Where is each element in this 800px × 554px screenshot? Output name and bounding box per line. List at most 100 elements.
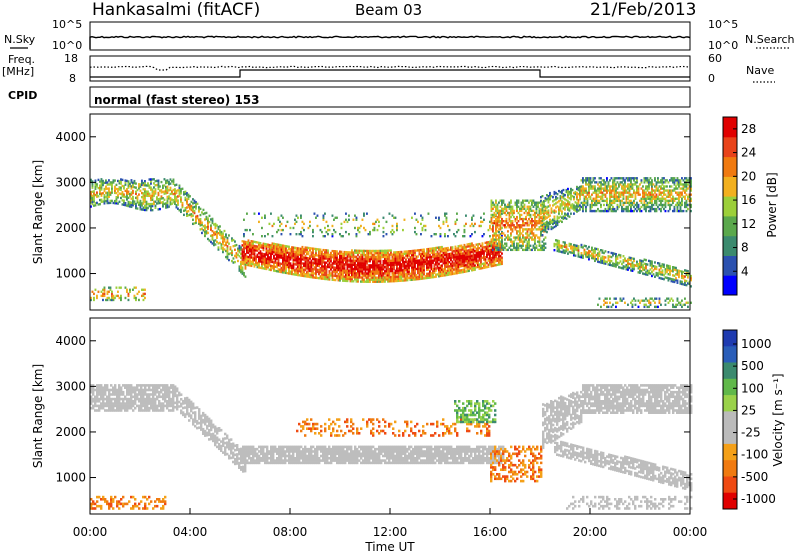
power-cell (436, 267, 439, 270)
power-cell (511, 205, 514, 208)
power-cell (630, 193, 632, 196)
power-cell (601, 191, 604, 194)
power-cell (607, 209, 610, 213)
power-cell (183, 209, 185, 212)
power-cell (582, 256, 584, 259)
power-cell (126, 198, 128, 201)
power-cell (426, 250, 428, 253)
power-cell (282, 260, 284, 264)
power-cell (522, 242, 524, 245)
power-cell (459, 259, 461, 262)
power-cell (316, 248, 319, 251)
power-cell (387, 249, 389, 252)
power-cell (120, 286, 122, 289)
power-cell (648, 183, 650, 186)
power-cell (351, 280, 353, 283)
power-cell (546, 194, 548, 197)
power-cell (144, 196, 146, 199)
power-cell (214, 226, 217, 230)
power-cell (615, 183, 617, 186)
power-cell (373, 228, 376, 232)
power-cell (466, 257, 469, 261)
power-cell (271, 265, 274, 268)
power-cell (532, 199, 535, 202)
power-cell (615, 261, 617, 264)
power-cell (513, 215, 515, 219)
power-cell (486, 255, 488, 259)
power-cell (621, 199, 623, 203)
power-cell (96, 193, 98, 196)
power-cell (643, 207, 646, 211)
power-cell (496, 220, 499, 223)
power-cell (358, 249, 361, 252)
power-cell (231, 259, 233, 263)
power-cell (579, 187, 581, 191)
power-cell (424, 275, 427, 278)
power-cell (447, 265, 449, 268)
power-cell (439, 248, 442, 251)
power-cell (226, 247, 229, 250)
power-cell (90, 197, 92, 200)
power-cell (603, 203, 605, 207)
power-cell (456, 257, 458, 260)
power-cell (294, 250, 296, 254)
power-cell (127, 184, 130, 187)
power-cell (328, 259, 331, 263)
power-cell (579, 204, 581, 207)
power-cell (624, 201, 626, 205)
power-cell (406, 274, 409, 278)
power-cell (226, 257, 229, 260)
power-cell (639, 199, 641, 203)
power-cell (396, 279, 398, 283)
power-cell (427, 256, 430, 259)
power-cell (594, 199, 596, 203)
power-cell (664, 272, 667, 275)
power-cell (501, 217, 503, 221)
power-cell (402, 260, 404, 264)
power-cell (645, 203, 647, 207)
power-cell (243, 248, 245, 252)
power-cell (501, 252, 503, 255)
power-cell (576, 206, 578, 209)
power-cell (537, 240, 539, 243)
power-cell (642, 299, 644, 302)
power-cell (607, 181, 610, 184)
power-cell (547, 199, 550, 202)
power-cell (504, 234, 506, 237)
power-cell (543, 228, 545, 232)
power-cell (496, 217, 499, 221)
power-cell (249, 250, 251, 253)
power-cell (499, 261, 502, 264)
power-cell (633, 259, 635, 263)
power-cell (409, 250, 412, 253)
power-cell (544, 236, 547, 239)
power-cell (558, 210, 560, 213)
power-cell (588, 254, 590, 257)
power-cell (147, 190, 149, 193)
power-cell (463, 262, 466, 265)
power-cell (534, 226, 536, 229)
power-cell (372, 272, 374, 275)
power-cell (237, 259, 239, 263)
power-cell (150, 202, 152, 206)
power-cell (403, 279, 406, 282)
power-cell (456, 253, 458, 256)
power-cell (222, 248, 224, 252)
power-cell (124, 286, 127, 289)
power-cell (390, 251, 392, 254)
power-cell (321, 265, 323, 268)
power-cell (396, 277, 398, 281)
power-cell (279, 250, 281, 253)
power-cell (246, 212, 248, 215)
power-cell (262, 263, 265, 266)
power-cell (639, 207, 641, 211)
power-cell (244, 267, 247, 270)
power-cell (445, 247, 448, 250)
power-cell (564, 206, 566, 209)
power-cell (234, 254, 236, 258)
power-cell (462, 254, 464, 257)
power-cell (250, 240, 253, 243)
power-cell (166, 189, 169, 192)
power-cell (661, 179, 664, 182)
power-cell (493, 262, 496, 265)
